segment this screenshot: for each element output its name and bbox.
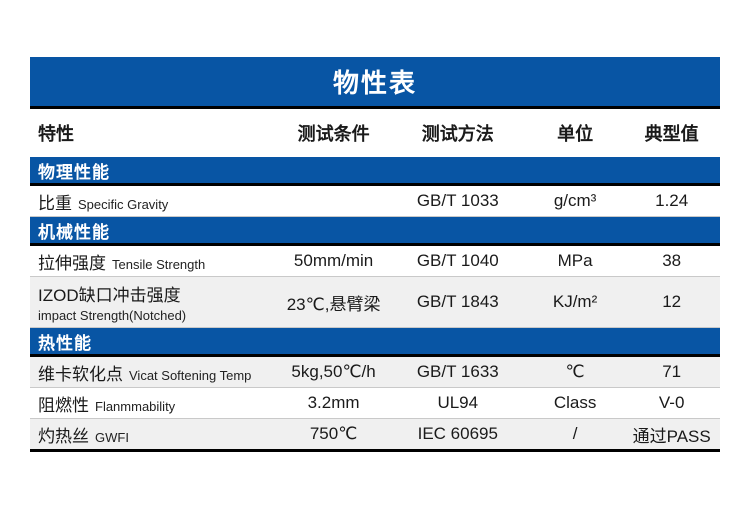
method-cell: GB/T 1040 xyxy=(416,251,499,270)
section-header: 物理性能 xyxy=(30,157,720,186)
property-cell: 维卡软化点 Vicat Softening Temp xyxy=(30,360,278,385)
table-title-bar: 物性表 xyxy=(30,57,720,109)
table-row: 维卡软化点 Vicat Softening Temp 5kg,50℃/h GB/T 1… xyxy=(30,357,720,388)
condition-cell: 750℃ xyxy=(309,424,358,443)
table-row: 灼热丝 GWFI 750℃ IEC 60695 / 通过PASS xyxy=(30,419,720,452)
condition-cell: 5kg,50℃/h xyxy=(291,362,376,381)
value-cell: 71 xyxy=(662,362,682,381)
unit-cell: MPa xyxy=(557,251,593,270)
property-name-zh: 拉伸强度 xyxy=(38,253,106,273)
unit-cell: g/cm³ xyxy=(553,191,597,210)
property-name-zh: 维卡软化点 xyxy=(38,364,123,384)
value-cell: 38 xyxy=(662,251,682,270)
property-name-en: impact Strength(Notched) xyxy=(38,308,187,323)
table-title: 物性表 xyxy=(332,68,417,98)
property-name-en: Flanmmability xyxy=(95,398,176,414)
property-name-en: Tensile Strength xyxy=(112,256,206,272)
property-cell: 拉伸强度 Tensile Strength xyxy=(30,249,278,274)
method-cell: UL94 xyxy=(437,393,479,412)
property-cell: 比重 Specific Gravity xyxy=(30,189,278,214)
properties-table: 物性表 特性 测试条件 测试方法 单位 典型值 物理性能比重 Specific G… xyxy=(30,57,720,452)
section-header: 机械性能 xyxy=(30,217,720,246)
column-header-row: 特性 测试条件 测试方法 单位 典型值 xyxy=(30,109,720,157)
method-cell: IEC 60695 xyxy=(417,424,498,443)
value-cell: 12 xyxy=(662,292,682,311)
property-cell: IZOD缺口冲击强度 impact Strength(Notched) xyxy=(30,277,278,327)
column-header-method: 测试方法 xyxy=(421,124,494,144)
column-header-condition: 测试条件 xyxy=(297,124,370,144)
value-cell: 通过PASS xyxy=(632,426,711,446)
property-name-zh: 阻燃性 xyxy=(38,395,89,415)
unit-cell: / xyxy=(572,424,578,443)
property-name-en: Specific Gravity xyxy=(78,196,169,212)
column-header-property: 特性 xyxy=(38,124,74,144)
value-cell: V-0 xyxy=(658,393,685,412)
value-cell: 1.24 xyxy=(655,191,689,210)
unit-cell: Class xyxy=(553,393,597,412)
property-name-en: GWFI xyxy=(95,429,129,445)
property-cell: 阻燃性 Flanmmability xyxy=(30,391,278,416)
property-name-zh: IZOD缺口冲击强度 xyxy=(38,286,181,305)
table-section: 机械性能拉伸强度 Tensile Strength 50mm/min GB/T 104… xyxy=(30,217,720,328)
method-cell: GB/T 1633 xyxy=(416,362,499,381)
table-section: 物理性能比重 Specific Gravity GB/T 1033 g/cm³ 1.24 xyxy=(30,157,720,217)
method-cell: GB/T 1843 xyxy=(416,292,499,311)
property-name-zh: 灼热丝 xyxy=(38,426,89,446)
section-header: 热性能 xyxy=(30,328,720,357)
condition-cell: 50mm/min xyxy=(293,251,374,270)
property-name-zh: 比重 xyxy=(38,193,72,213)
column-header-unit: 单位 xyxy=(557,124,594,144)
table-row: 拉伸强度 Tensile Strength 50mm/min GB/T 1040 MPa… xyxy=(30,246,720,277)
unit-cell: KJ/m² xyxy=(552,292,598,311)
method-cell: GB/T 1033 xyxy=(416,191,499,210)
condition-cell: 3.2mm xyxy=(307,393,360,412)
table-row: 比重 Specific Gravity GB/T 1033 g/cm³ 1.24 xyxy=(30,186,720,217)
table-row: 阻燃性 Flanmmability 3.2mm UL94 Class V-0 xyxy=(30,388,720,419)
table-body: 物理性能比重 Specific Gravity GB/T 1033 g/cm³ 1.24… xyxy=(30,157,720,452)
table-section: 热性能维卡软化点 Vicat Softening Temp 5kg,50℃/h GB/… xyxy=(30,328,720,452)
property-cell: 灼热丝 GWFI xyxy=(30,422,278,447)
property-name-en: Vicat Softening Temp xyxy=(129,367,252,383)
column-header-value: 典型值 xyxy=(644,124,699,144)
unit-cell: ℃ xyxy=(565,362,585,381)
table-row: IZOD缺口冲击强度 impact Strength(Notched) 23℃,悬臂… xyxy=(30,277,720,328)
condition-cell: 23℃,悬臂梁 xyxy=(286,294,381,314)
